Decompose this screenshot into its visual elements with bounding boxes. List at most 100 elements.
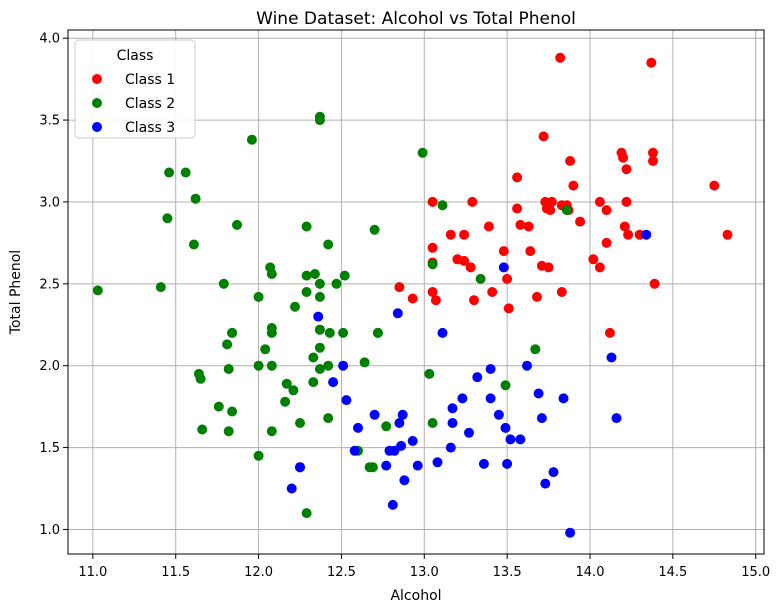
class-2-point (367, 462, 378, 473)
class-2-point (92, 285, 103, 296)
class-1-point (483, 221, 494, 232)
axis-ticks: 11.0 11.5 12.0 12.5 13.0 13.5 14.0 14.5 15.0 1.0 1… (39, 32, 770, 580)
class-2-point (314, 291, 325, 302)
class-2-point (213, 401, 224, 412)
class-3-point (540, 478, 551, 489)
class-1-point (394, 282, 405, 293)
class-2-point (323, 360, 334, 371)
legend-label-class-3: Class 3 (125, 120, 175, 136)
class-3-point (485, 393, 496, 404)
class-3-point (485, 364, 496, 374)
class-2-point (197, 424, 208, 435)
class-2-point (222, 339, 233, 350)
y-tick-label: 3.0 (39, 195, 60, 210)
class-2-point (314, 324, 325, 335)
class-2-point (301, 508, 312, 519)
class-2-point (314, 115, 325, 126)
class-2-point (218, 278, 229, 289)
x-tick-label: 15.0 (741, 565, 770, 580)
class-2-point (427, 259, 438, 270)
class-2-point (324, 327, 335, 338)
class-2-point (188, 239, 199, 250)
x-tick-label: 13.0 (410, 565, 439, 580)
class-2-point (417, 147, 428, 158)
class-3-point (447, 418, 458, 428)
class-3-point (353, 422, 363, 433)
class-1-point (503, 303, 514, 314)
class-2-point (290, 301, 300, 312)
class-2-point (295, 418, 305, 428)
x-axis-label: Alcohol (390, 588, 441, 604)
class-1-point (568, 180, 579, 191)
class-2-point (227, 327, 238, 338)
class-3-point (432, 457, 443, 468)
class-3-point (548, 467, 559, 478)
class-1-point (575, 216, 586, 227)
class-1-point (525, 246, 536, 257)
class-1-point (722, 229, 733, 240)
class-3-point (472, 372, 483, 383)
plot-area-frame (67, 29, 765, 555)
class-1-point (467, 196, 478, 207)
class-3-point (387, 499, 398, 510)
class-2-point (266, 327, 277, 338)
y-axis-label: Total Phenol (8, 250, 24, 335)
class-3-point (558, 393, 569, 404)
class-2-point (475, 273, 486, 284)
class-1-point (621, 164, 632, 175)
x-tick-label: 12.5 (327, 565, 356, 580)
class-2-point (339, 270, 350, 281)
class-1-point (623, 229, 634, 240)
class-2-point (561, 205, 572, 216)
class-3-point (369, 409, 380, 420)
class-2-point (500, 380, 511, 391)
class-2-point (190, 193, 201, 204)
x-tick-label: 12.0 (244, 565, 273, 580)
y-tick-label: 2.5 (39, 277, 60, 292)
y-tick-label: 3.5 (39, 114, 60, 129)
class-3-point (457, 393, 468, 404)
class-2-point (308, 377, 319, 388)
class-2-point (265, 262, 276, 273)
legend-marker-class-3 (92, 122, 102, 132)
class-3-point (338, 360, 349, 371)
class-3-point (341, 395, 352, 406)
class-1-point (588, 254, 599, 265)
class-2-point (301, 270, 312, 281)
class-1-point (515, 219, 526, 230)
class-2-point (424, 368, 435, 379)
class-1-point (604, 327, 615, 338)
class-1-point (648, 156, 658, 166)
class-1-point (498, 246, 509, 257)
class-2-point (301, 221, 312, 232)
class-3-point (515, 434, 526, 445)
class-3-point (295, 462, 305, 473)
class-3-point (394, 418, 405, 428)
class-3-point (536, 413, 547, 424)
class-1-point (594, 262, 605, 273)
class-1-point (427, 287, 438, 297)
class-1-point (427, 242, 438, 253)
class-1-point (430, 295, 441, 306)
class-1-point (616, 147, 627, 158)
class-3-point (611, 413, 622, 424)
legend-label-class-1: Class 1 (125, 72, 175, 88)
class-1-point (465, 262, 476, 273)
class-2-point (437, 200, 448, 211)
class-2-point (331, 278, 342, 289)
grid-lines (68, 30, 764, 554)
class-1-point (621, 196, 632, 207)
class-3-point (522, 360, 532, 371)
legend-box (74, 39, 196, 139)
class-3-point (392, 308, 403, 319)
class-2-point (223, 426, 234, 437)
class-2-point (308, 352, 319, 363)
class-2-point (223, 364, 234, 374)
class-2-point (288, 385, 299, 396)
class-1-point (646, 57, 657, 68)
class-2-point (232, 219, 242, 230)
class-2-point (309, 269, 320, 279)
class-2-point (253, 360, 264, 371)
class-3-point (445, 442, 456, 453)
class-1-point (538, 131, 549, 142)
